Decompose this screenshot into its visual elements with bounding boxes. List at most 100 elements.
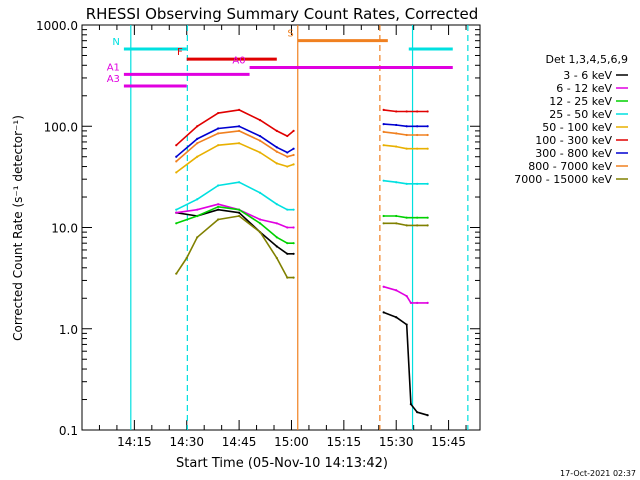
x-tick-label: 15:45: [431, 435, 466, 449]
data-point: [382, 311, 385, 314]
data-point: [258, 119, 262, 122]
data-point: [258, 191, 262, 194]
data-point: [405, 133, 408, 137]
data-point: [217, 184, 220, 187]
data-point: [175, 160, 178, 163]
data-point: [405, 110, 408, 113]
data-point: [275, 150, 278, 153]
x-axis-label: Start Time (05-Nov-10 14:13:42): [176, 456, 388, 471]
data-point: [275, 203, 278, 206]
data-point: [416, 182, 419, 185]
data-point: [238, 129, 241, 132]
data-point: [416, 125, 419, 128]
data-point: [238, 125, 241, 128]
series-line: [175, 125, 295, 158]
flag-label-s: S: [287, 29, 293, 40]
data-point: [416, 110, 419, 113]
data-point: [175, 171, 178, 174]
series-line: [383, 222, 428, 227]
data-point: [275, 245, 278, 248]
data-point: [409, 301, 412, 305]
data-point: [196, 137, 199, 141]
data-point: [196, 208, 199, 211]
data-point: [416, 224, 419, 227]
data-point: [258, 151, 262, 154]
series-line: [383, 215, 428, 219]
data-point: [196, 198, 199, 201]
data-point: [217, 218, 220, 221]
data-point: [175, 272, 178, 275]
data-point: [382, 144, 385, 147]
data-point: [395, 316, 398, 319]
data-point: [217, 132, 220, 135]
data-point: [292, 226, 295, 229]
data-point: [405, 125, 408, 128]
data-point: [196, 214, 199, 218]
data-point: [416, 147, 419, 150]
data-point: [258, 218, 262, 221]
series-line: [175, 109, 295, 146]
y-tick-label: 1.0: [59, 323, 78, 337]
data-point: [426, 216, 429, 219]
flag-label-n: N: [112, 37, 119, 48]
data-point: [275, 129, 278, 132]
data-point: [416, 216, 419, 219]
data-point: [395, 123, 398, 127]
data-point: [405, 295, 408, 298]
data-point: [196, 236, 199, 239]
data-point: [382, 179, 385, 182]
data-point: [292, 153, 295, 157]
data-point: [238, 108, 241, 112]
data-point: [292, 147, 295, 150]
data-point: [275, 256, 278, 260]
flag-label-a3: A3: [107, 74, 120, 85]
data-point: [292, 252, 295, 255]
y-tick-label: 0.1: [59, 424, 78, 438]
data-point: [382, 130, 385, 133]
data-point: [175, 211, 178, 214]
data-point: [217, 208, 220, 211]
x-tick-label: 15:30: [379, 435, 414, 449]
x-tick-label: 15:15: [327, 435, 362, 449]
series-line: [383, 144, 428, 150]
series-line: [175, 142, 294, 174]
flag-label-f: F: [177, 47, 183, 58]
data-point: [395, 214, 398, 218]
series-line: [175, 130, 294, 163]
data-point: [286, 242, 289, 245]
legend-label: 6 - 12 keV: [556, 82, 612, 95]
data-point: [416, 301, 419, 305]
data-point: [196, 125, 199, 128]
legend-label: 100 - 300 keV: [535, 134, 612, 147]
chart-title: RHESSI Observing Summary Count Rates, Co…: [86, 5, 479, 23]
data-point: [175, 208, 178, 211]
y-tick-label: 100.0: [44, 120, 78, 134]
data-point: [238, 214, 241, 218]
legend-title: Det 1,3,4,5,6,9: [545, 53, 628, 66]
data-point: [286, 276, 289, 279]
series-line: [383, 179, 428, 185]
data-point: [405, 147, 408, 150]
timestamp: 17-Oct-2021 02:37: [560, 469, 636, 478]
data-point: [217, 205, 220, 208]
series-line: [383, 131, 428, 136]
data-point: [405, 182, 408, 185]
data-point: [405, 216, 408, 219]
data-point: [292, 242, 295, 245]
data-point: [286, 151, 289, 154]
flag-label-a1: A1: [107, 62, 120, 73]
data-point: [405, 323, 408, 326]
series-line: [176, 203, 294, 229]
data-point: [258, 222, 262, 225]
data-point: [426, 414, 429, 417]
data-point: [258, 134, 262, 138]
series-line: [383, 123, 428, 128]
data-point: [217, 111, 220, 115]
data-point: [382, 123, 385, 126]
data-point: [395, 181, 398, 184]
y-axis-label: Corrected Count Rate (s⁻¹ detector⁻¹): [11, 115, 25, 341]
data-point: [292, 276, 295, 279]
data-point: [382, 108, 385, 112]
data-point: [395, 110, 398, 113]
